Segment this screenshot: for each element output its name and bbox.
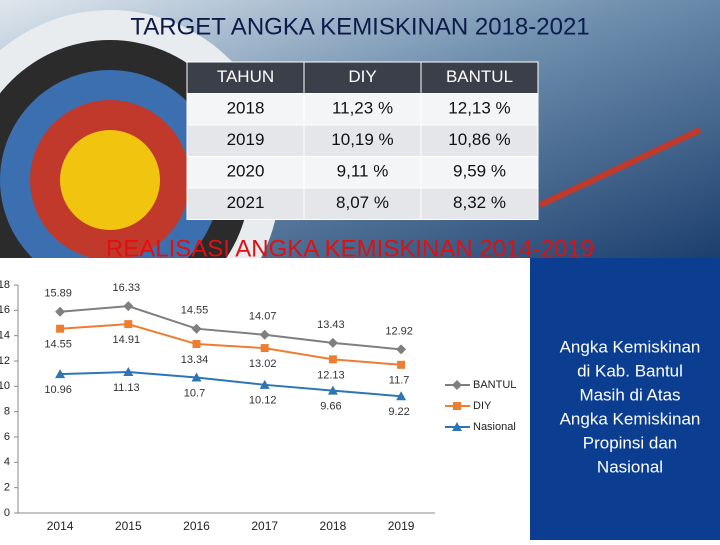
data-label: 15.89	[44, 288, 72, 300]
y-tick-label: 10	[0, 380, 10, 392]
cell-text: 9,59 %	[453, 162, 506, 181]
cell-text: 2018	[227, 99, 265, 118]
data-label: 14.07	[249, 311, 277, 323]
x-tick-label: 2017	[251, 519, 278, 533]
table-cell	[420, 124, 539, 157]
side-text-line: Nasional	[597, 457, 663, 476]
header-text: TAHUN	[217, 67, 274, 86]
header-cell	[420, 61, 539, 94]
table-cell	[186, 187, 305, 220]
cell-text: 8,32 %	[453, 193, 506, 212]
legend-label: BANTUL	[473, 379, 516, 391]
side-text-line: Propinsi dan	[583, 433, 678, 452]
y-tick-label: 14	[0, 330, 10, 342]
side-text-line: Angka Kemiskinan	[560, 409, 701, 428]
table-cell	[420, 93, 539, 126]
cell-text: 2019	[227, 130, 265, 149]
chart-title: REALISASI ANGKA KEMISKINAN 2014-2019	[106, 235, 594, 262]
data-label: 11.7	[389, 375, 410, 387]
table-cell	[420, 187, 539, 220]
data-label: 10.12	[249, 395, 277, 407]
cell-text: 9,11 %	[337, 162, 389, 181]
data-label: 10.7	[184, 387, 205, 399]
cell-text: 10,86 %	[448, 130, 510, 149]
x-tick-label: 2014	[47, 519, 74, 533]
x-tick-label: 2018	[320, 519, 347, 533]
marker	[191, 372, 202, 382]
data-label: 13.43	[317, 319, 345, 331]
data-label: 13.34	[181, 354, 209, 366]
y-tick-label: 18	[0, 279, 10, 291]
x-tick-label: 2015	[115, 519, 142, 533]
marker	[327, 385, 338, 395]
cell-text: 10,19 %	[331, 130, 393, 149]
marker	[56, 324, 65, 333]
marker	[55, 369, 66, 379]
table-cell	[303, 187, 422, 220]
data-label: 9.66	[320, 401, 341, 413]
data-label: 9.22	[388, 406, 409, 418]
side-panel	[530, 258, 720, 540]
data-label: 14.91	[113, 334, 141, 346]
marker	[259, 379, 270, 389]
x-tick-label: 2016	[183, 519, 210, 533]
side-text: Angka Kemiskinan di Kab. Bantul Masih di A…	[560, 337, 701, 476]
y-tick-label: 6	[4, 431, 10, 443]
marker	[397, 360, 406, 369]
table-cell	[186, 124, 305, 157]
cell-text: 11,23 %	[332, 99, 393, 118]
table-cell	[303, 93, 422, 126]
marker	[396, 391, 407, 401]
y-tick-label: 16	[0, 304, 10, 316]
header-text: DIY	[348, 67, 376, 86]
data-label: 14.55	[44, 339, 72, 351]
side-text-line: di Kab. Bantul	[577, 361, 683, 380]
data-label: 12.13	[317, 369, 345, 381]
y-tick-label: 4	[4, 456, 10, 468]
legend-label: DIY	[473, 400, 492, 412]
data-label: 14.55	[181, 305, 209, 317]
marker	[123, 367, 134, 377]
data-label: 16.33	[113, 282, 141, 294]
marker	[452, 380, 462, 390]
y-tick-label: 12	[0, 355, 10, 367]
table-cell	[186, 156, 305, 189]
y-tick-label: 2	[4, 482, 10, 494]
marker	[123, 301, 134, 312]
chart-area	[0, 258, 530, 540]
marker	[55, 306, 66, 317]
x-tick-label: 2019	[388, 519, 415, 533]
marker	[260, 344, 269, 353]
y-tick-label: 8	[4, 406, 10, 418]
slide-title: TARGET ANGKA KEMISKINAN 2018-2021	[130, 13, 589, 40]
marker	[453, 402, 461, 410]
marker	[452, 422, 462, 431]
data-label: 10.96	[44, 384, 72, 396]
side-text-line: Angka Kemiskinan	[560, 337, 701, 356]
cell-text: 12,13 %	[448, 99, 510, 118]
y-tick-label: 0	[4, 507, 10, 519]
marker	[259, 329, 270, 340]
cell-text: 2021	[227, 193, 265, 212]
marker	[192, 340, 201, 349]
series-line	[60, 371, 402, 398]
table: TAHUN DIY BANTUL 2018 11,23 % 12,13 % 2019 10,1…	[186, 61, 539, 220]
data-label: 11.13	[113, 382, 140, 394]
marker	[328, 355, 337, 364]
data-label: 12.92	[385, 325, 413, 337]
marker	[327, 337, 338, 348]
marker	[191, 323, 202, 334]
marker	[124, 320, 133, 329]
series-line	[60, 323, 402, 366]
header-text: BANTUL	[446, 67, 513, 86]
series-line	[60, 305, 402, 351]
side-text-line: Masih di Atas	[579, 385, 680, 404]
marker	[396, 344, 407, 355]
cell-text: 8,07 %	[336, 193, 389, 212]
legend-label: Nasional	[473, 421, 516, 433]
data-label: 13.02	[249, 358, 277, 370]
cell-text: 2020	[227, 162, 265, 181]
chart: 0 2 4 6 8 10 12 14 16 18 2014 2015 2016 2017 2018 2019 1…	[0, 279, 516, 533]
